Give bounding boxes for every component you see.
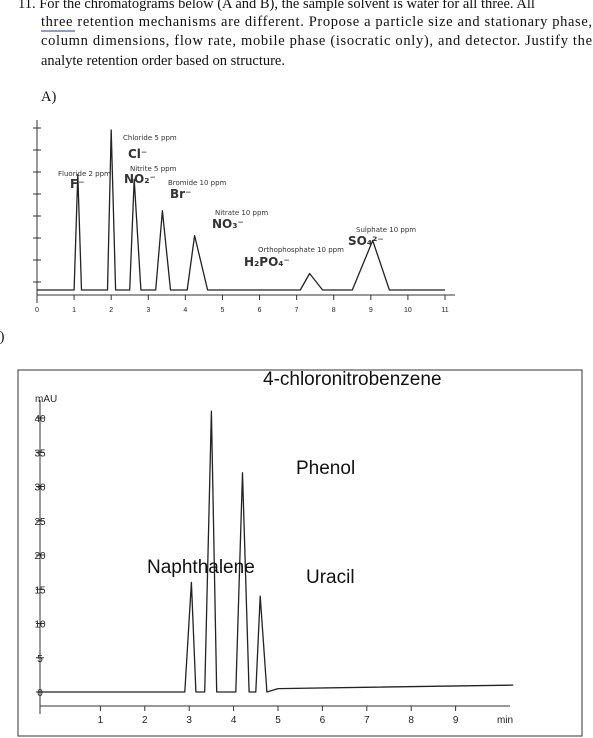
question-line: three retention mechanisms are different… xyxy=(41,14,592,30)
annotation: 4-chloronitrobenzene xyxy=(263,369,442,390)
x-tick-label: 9 xyxy=(369,307,373,314)
y-tick-label: 40 xyxy=(34,414,46,425)
y-tick-label: 25 xyxy=(34,517,46,528)
x-tick-label: 2 xyxy=(109,307,113,314)
y-tick-label: 10 xyxy=(34,620,46,631)
x-axis-label: min xyxy=(497,715,513,726)
x-tick-label: 8 xyxy=(408,715,414,726)
ion-label: NO₂⁻ xyxy=(124,172,156,186)
x-tick-label: 8 xyxy=(332,307,336,314)
panel-label: B) xyxy=(0,329,5,345)
ion-label: H₂PO₄⁻ xyxy=(244,255,290,269)
x-tick-label: 0 xyxy=(35,307,39,314)
x-tick-label: 11 xyxy=(441,307,448,314)
chart-frame xyxy=(17,369,583,737)
y-tick-label: 15 xyxy=(34,585,46,596)
question-line: analyte retention order based on structu… xyxy=(41,53,285,69)
x-tick-label: 4 xyxy=(231,715,237,726)
x-tick-label: 2 xyxy=(142,715,148,726)
x-tick-label: 5 xyxy=(275,715,281,726)
x-tick-label: 7 xyxy=(295,307,299,314)
question-line: 11. For the chromatograms below (A and B… xyxy=(18,0,535,12)
panel-label: A) xyxy=(41,89,56,105)
y-tick-label: 35 xyxy=(34,448,46,459)
y-axis-label: mAU xyxy=(35,394,57,405)
y-tick-label: 0 xyxy=(37,688,43,699)
ion-label: Cl⁻ xyxy=(128,147,147,161)
x-tick-label: 3 xyxy=(146,307,150,314)
ion-label: SO₄²⁻ xyxy=(348,234,384,248)
annotation: Naphthalene xyxy=(147,557,255,578)
annotation: Phenol xyxy=(296,458,355,479)
x-tick-label: 6 xyxy=(258,307,262,314)
question-line: column dimensions, flow rate, mobile pha… xyxy=(41,33,592,49)
x-tick-label: 7 xyxy=(364,715,370,726)
trace xyxy=(38,410,514,693)
annotation: Fluoride 2 ppm xyxy=(58,170,111,178)
ion-label: Br⁻ xyxy=(170,187,191,201)
annotation: Chloride 5 ppm xyxy=(123,134,177,142)
x-tick-label: 1 xyxy=(98,715,104,726)
annotation: Bromide 10 ppm xyxy=(168,179,227,187)
y-tick-label: 30 xyxy=(34,483,46,494)
x-tick-label: 5 xyxy=(221,307,225,314)
annotation: Orthophosphate 10 ppm xyxy=(258,246,344,254)
y-tick-label: 20 xyxy=(34,551,46,562)
x-tick-label: 10 xyxy=(404,307,412,314)
annotation: Uracil xyxy=(306,567,355,588)
annotation: Nitrate 10 ppm xyxy=(215,209,268,217)
x-tick-label: 6 xyxy=(320,715,326,726)
x-tick-label: 4 xyxy=(183,307,187,314)
ion-label: F⁻ xyxy=(70,177,85,191)
y-tick-label: 5 xyxy=(37,654,43,665)
x-tick-label: 1 xyxy=(72,307,76,314)
ion-label: NO₃⁻ xyxy=(212,217,244,231)
annotation: Nitrite 5 ppm xyxy=(130,165,177,173)
trace xyxy=(37,129,445,291)
x-tick-label: 3 xyxy=(186,715,192,726)
x-tick-label: 9 xyxy=(453,715,459,726)
annotation: Sulphate 10 ppm xyxy=(356,226,416,234)
